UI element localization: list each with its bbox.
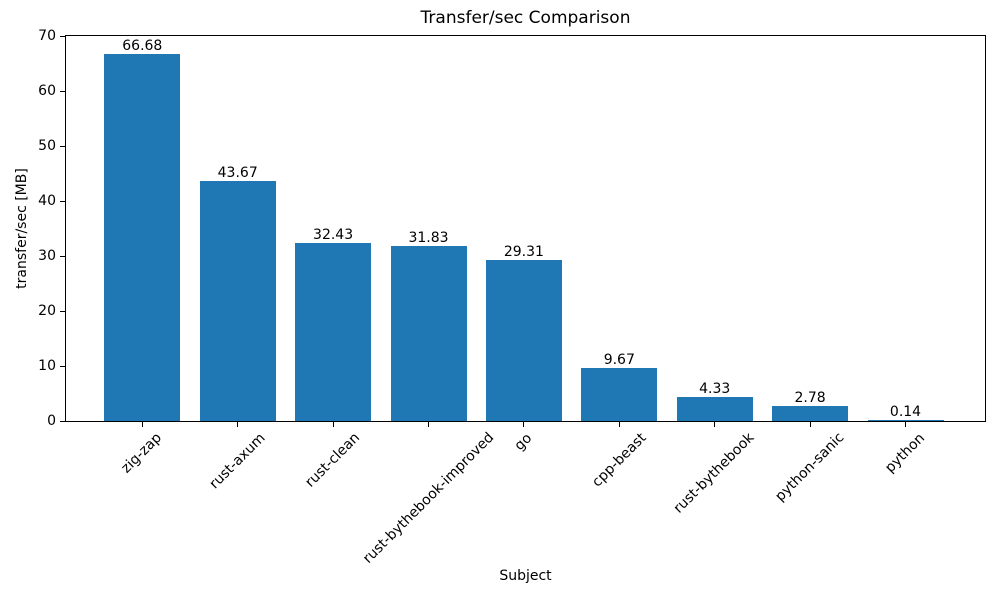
y-tick xyxy=(60,255,65,257)
bar xyxy=(772,405,849,421)
y-tick-label: 40 xyxy=(38,193,56,209)
bar xyxy=(485,259,562,421)
bar xyxy=(390,245,467,421)
y-tick-label: 70 xyxy=(38,28,56,44)
x-tick-label: rust-bythebook-improved xyxy=(359,429,497,568)
bar-value-label: 66.68 xyxy=(122,38,163,55)
x-tick xyxy=(237,422,239,427)
y-tick xyxy=(60,35,65,37)
x-tick-label: zig-zap xyxy=(118,429,166,477)
x-tick xyxy=(714,422,716,427)
bar xyxy=(676,397,753,421)
x-tick xyxy=(332,422,334,427)
x-tick xyxy=(809,422,811,427)
x-tick xyxy=(141,422,143,427)
x-tick xyxy=(618,422,620,427)
bar xyxy=(104,54,181,421)
y-tick xyxy=(60,420,65,422)
x-tick xyxy=(428,422,429,427)
y-tick xyxy=(60,90,65,92)
y-tick-label: 30 xyxy=(38,248,56,264)
x-tick-label: rust-clean xyxy=(302,429,364,491)
chart-title: Transfer/sec Comparison xyxy=(420,8,631,28)
plot-area: 66.68 43.67 32.43 31.83 29.31 9.67 4.33 2.78 0.1… xyxy=(65,35,986,422)
x-tick-label: rust-axum xyxy=(206,430,269,493)
y-tick xyxy=(60,145,65,147)
x-tick-label: python-sanic xyxy=(772,429,848,506)
x-axis-label: Subject xyxy=(499,568,552,584)
bar xyxy=(295,242,372,421)
y-tick xyxy=(60,310,65,312)
y-tick-label: 0 xyxy=(47,413,56,429)
bar-value-label: 2.78 xyxy=(794,389,826,406)
bar xyxy=(867,420,944,421)
x-tick-label: go xyxy=(511,429,536,454)
y-tick xyxy=(60,365,65,367)
y-axis-label: transfer/sec [MB] xyxy=(13,168,30,289)
bar-value-label: 43.67 xyxy=(217,164,258,181)
bar-value-label: 4.33 xyxy=(699,381,731,398)
x-tick xyxy=(523,422,525,427)
y-tick-label: 50 xyxy=(38,138,56,154)
x-tick xyxy=(905,422,906,427)
bar-value-label: 31.83 xyxy=(408,229,449,246)
bar-value-label: 9.67 xyxy=(603,351,635,368)
x-tick-label: cpp-beast xyxy=(588,429,650,491)
y-tick-label: 60 xyxy=(38,83,56,99)
y-tick-label: 20 xyxy=(38,303,56,319)
y-tick xyxy=(60,200,65,202)
bar-value-label: 29.31 xyxy=(503,243,544,260)
bar xyxy=(199,180,276,421)
x-tick-label: python xyxy=(882,429,929,476)
bar-value-label: 32.43 xyxy=(313,226,354,243)
x-tick-label: rust-bythebook xyxy=(670,430,758,517)
bar xyxy=(581,367,658,421)
bar-value-label: 0.14 xyxy=(889,404,922,420)
y-tick-label: 10 xyxy=(38,358,56,374)
